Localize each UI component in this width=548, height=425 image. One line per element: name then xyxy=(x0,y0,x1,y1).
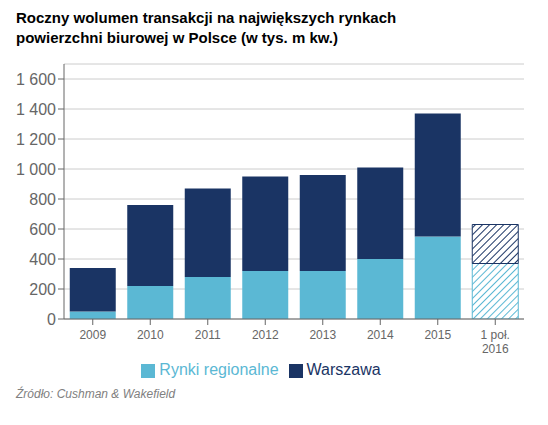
svg-text:2015: 2015 xyxy=(424,328,451,342)
svg-text:1 400: 1 400 xyxy=(16,101,56,118)
html-text:Warszawa: Warszawa xyxy=(306,361,381,378)
html-text:Źródło: Cushman & Wakefield: Źródło: Cushman & Wakefield xyxy=(16,387,176,401)
svg-text:2012: 2012 xyxy=(252,328,279,342)
html-text:Roczny wolumen transakcji na n: Roczny wolumen transakcji na największyc… xyxy=(16,9,397,26)
svg-text:2010: 2010 xyxy=(137,328,164,342)
svg-text:2013: 2013 xyxy=(309,328,336,342)
svg-text:1 poł.2016: 1 poł.2016 xyxy=(481,328,510,356)
svg-text:200: 200 xyxy=(29,281,56,298)
svg-text:2009: 2009 xyxy=(79,328,106,342)
svg-text:800: 800 xyxy=(29,191,56,208)
svg-text:2011: 2011 xyxy=(195,328,221,342)
svg-text:1 200: 1 200 xyxy=(16,131,56,148)
svg-text:1 600: 1 600 xyxy=(16,71,56,88)
svg-text:400: 400 xyxy=(29,251,56,268)
svg-text:600: 600 xyxy=(29,221,56,238)
html-text:powierzchni biurowej w Polsce: powierzchni biurowej w Polsce (w tys. m … xyxy=(16,29,338,46)
html-text:Rynki regionalne: Rynki regionalne xyxy=(159,361,279,378)
svg-text:2014: 2014 xyxy=(367,328,394,342)
svg-text:0: 0 xyxy=(47,311,56,328)
svg-text:1 000: 1 000 xyxy=(16,161,56,178)
